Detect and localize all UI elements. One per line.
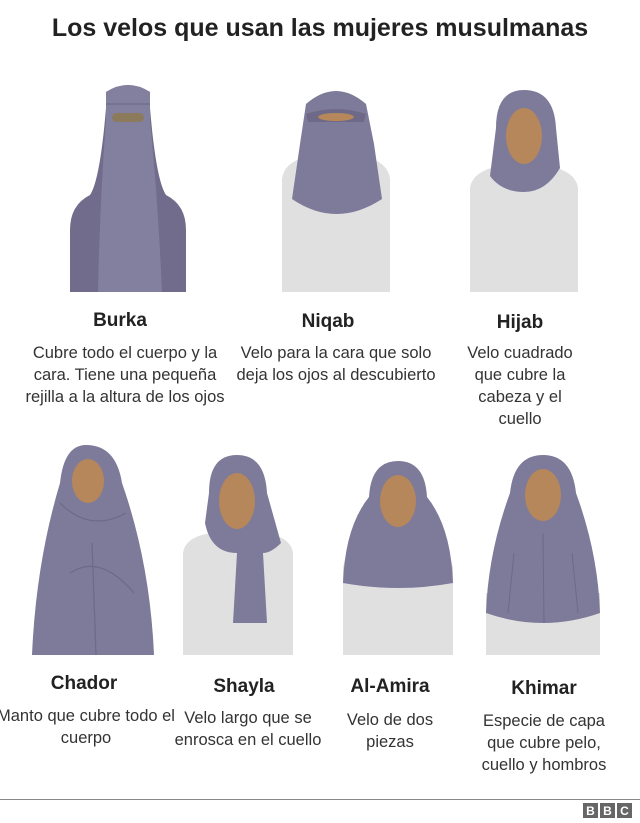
bbc-logo: B B C bbox=[583, 803, 632, 818]
veil-name-chador: Chador bbox=[50, 673, 118, 694]
page-title: Los velos que usan las mujeres musulmana… bbox=[51, 14, 589, 42]
veil-desc-chador: Manto que cubre todo el cuerpo bbox=[0, 707, 175, 747]
shayla-illustration bbox=[183, 455, 293, 655]
khimar-illustration bbox=[486, 455, 600, 655]
hijab-illustration bbox=[470, 90, 578, 292]
veil-name-khimar: Khimar bbox=[511, 678, 577, 699]
chador-illustration bbox=[32, 445, 154, 656]
logo-letter: B bbox=[600, 803, 615, 818]
niqab-illustration bbox=[282, 91, 390, 292]
veil-desc-hijab: Velo cuadrado que cubre la cabeza y el c… bbox=[467, 344, 573, 428]
veil-name-niqab: Niqab bbox=[301, 311, 355, 332]
logo-letter: C bbox=[617, 803, 632, 818]
footer-divider bbox=[0, 799, 640, 800]
veil-name-burka: Burka bbox=[93, 310, 147, 331]
burka-illustration bbox=[70, 85, 186, 292]
veil-desc-khimar: Especie de capa que cubre pelo, cuello y… bbox=[481, 712, 607, 774]
veil-desc-al-amira: Velo de dos piezas bbox=[346, 711, 434, 751]
logo-letter: B bbox=[583, 803, 598, 818]
al-amira-illustration bbox=[343, 461, 453, 655]
veil-desc-niqab: Velo para la cara que solo deja los ojos… bbox=[236, 344, 436, 384]
veil-name-shayla: Shayla bbox=[213, 676, 275, 697]
veil-desc-shayla: Velo largo que se enrosca en el cuello bbox=[174, 709, 322, 749]
veil-name-hijab: Hijab bbox=[496, 312, 544, 333]
veil-name-al-amira: Al-Amira bbox=[350, 676, 430, 697]
veil-desc-burka: Cubre todo el cuerpo y la cara. Tiene un… bbox=[25, 344, 225, 406]
